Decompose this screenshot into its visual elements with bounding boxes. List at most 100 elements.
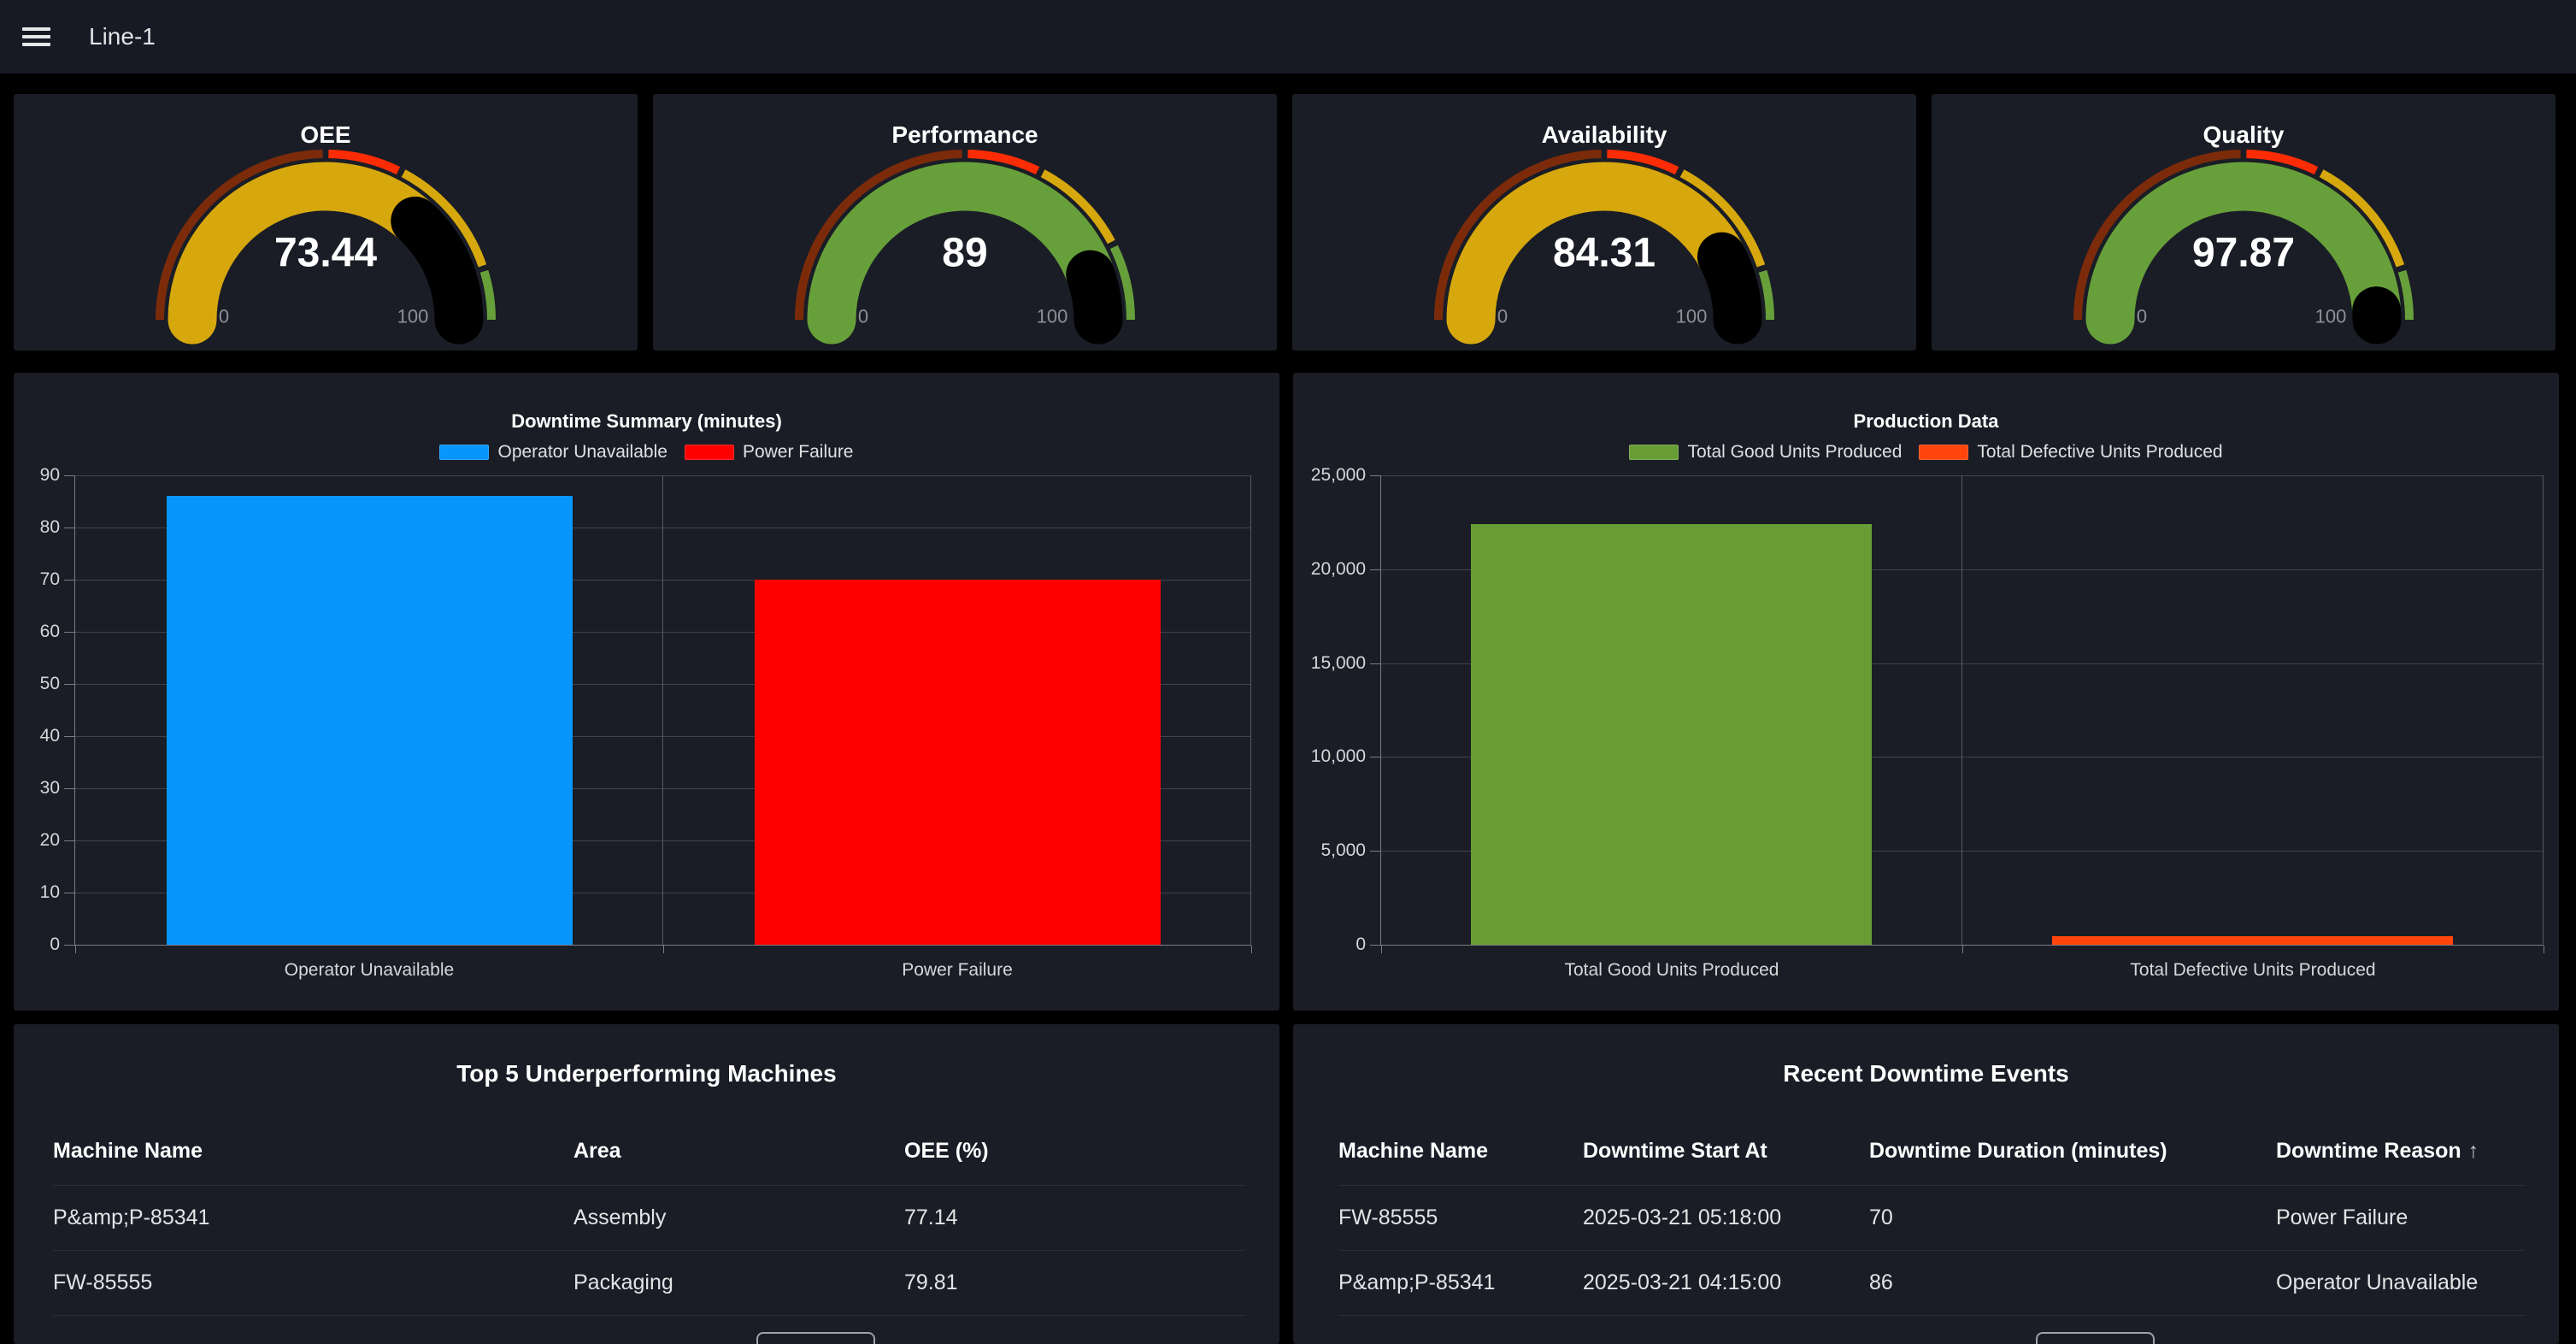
gauge-threshold-arc <box>479 269 496 321</box>
bar-operator-unavailable <box>167 496 573 945</box>
table-pagination-button[interactable] <box>2036 1332 2155 1344</box>
column-header-label: Area <box>573 1138 621 1163</box>
gauge-title: OEE <box>300 121 351 148</box>
gauge-max-label: 100 <box>1676 306 1708 327</box>
column-header-oee[interactable]: OEE (%) <box>904 1139 1245 1164</box>
gridline <box>75 475 1251 476</box>
y-axis-tick <box>1370 851 1380 852</box>
gauge-threshold-arc <box>1607 150 1679 175</box>
y-tick-label: 80 <box>39 517 60 537</box>
gauge-remainder-arc <box>1066 250 1123 345</box>
gauge-threshold-arc <box>1040 169 1115 245</box>
legend-item-total-good-units-produced[interactable]: Total Good Units Produced <box>1629 442 1902 463</box>
gridline <box>75 736 1251 737</box>
legend-swatch <box>1629 445 1679 460</box>
panel-quality: Quality 97.87 0 100 <box>1932 94 2555 351</box>
gauge-max-label: 100 <box>2315 306 2347 327</box>
dashboard-title: Line-1 <box>89 23 156 50</box>
plot-area: 0 10 20 30 40 50 60 70 80 90 Operator Unavailable P… <box>40 465 1252 980</box>
column-header-label: Downtime Reason <box>2276 1138 2461 1163</box>
table-cell: 2025-03-21 05:18:00 <box>1583 1205 1782 1229</box>
category-boundary-line <box>2543 475 2544 945</box>
y-axis-tick <box>64 945 74 946</box>
column-header-machine-name[interactable]: Machine Name <box>53 1139 573 1164</box>
column-header-label: Downtime Start At <box>1583 1138 1767 1163</box>
gauge-threshold-arc <box>1109 245 1135 321</box>
column-header-label: Machine Name <box>53 1138 203 1163</box>
gauge-threshold-arc <box>795 150 962 321</box>
table-cell: 86 <box>1869 1270 1893 1294</box>
gauge-title: Quality <box>2203 121 2285 148</box>
gauge-title: Performance <box>891 121 1038 148</box>
gridline <box>1381 569 2544 570</box>
column-header-downtime-start-at[interactable]: Downtime Start At <box>1583 1139 1869 1164</box>
x-axis-tick <box>75 946 76 953</box>
legend-item-total-defective-units-produced[interactable]: Total Defective Units Produced <box>1919 442 2223 463</box>
y-axis-tick <box>64 840 74 841</box>
x-category-label: Operator Unavailable <box>284 960 455 980</box>
x-axis-tick <box>663 946 664 953</box>
table-header-row: Machine Name Area OEE (%) <box>53 1117 1245 1186</box>
menu-hamburger-icon[interactable] <box>22 23 50 50</box>
gridline <box>1381 851 2544 852</box>
table-cell: Packaging <box>573 1270 673 1294</box>
x-axis-tick <box>1251 946 1252 953</box>
column-header-downtime-reason[interactable]: Downtime Reason ↑ <box>2276 1139 2525 1164</box>
gauge-threshold-arc <box>967 150 1040 175</box>
y-tick-label: 20,000 <box>1310 559 1366 579</box>
x-category-label: Total Good Units Produced <box>1564 960 1779 980</box>
table-cell: Assembly <box>573 1205 667 1229</box>
y-axis-tick <box>1370 663 1380 664</box>
bar-power-failure <box>755 580 1161 945</box>
x-axis-tick <box>1962 946 1963 953</box>
chart-title: Production Data <box>1853 410 1999 432</box>
gauge-threshold-arc <box>1679 169 1766 268</box>
y-tick-label: 25,000 <box>1310 465 1366 485</box>
y-tick-label: 0 <box>1356 934 1366 954</box>
legend-swatch <box>684 445 734 460</box>
table-cell: Power Failure <box>2276 1205 2408 1229</box>
gridline <box>75 684 1251 685</box>
legend-label: Total Good Units Produced <box>1687 442 1903 462</box>
panel-performance: Performance 89 0 100 <box>653 94 1277 351</box>
legend-item-power-failure[interactable]: Power Failure <box>684 442 854 463</box>
panel-oee: OEE 73.44 0 100 <box>14 94 638 351</box>
gauge-value-arc <box>168 162 440 345</box>
panel-recent-downtime-events: Recent Downtime Events Machine Name Downti… <box>1293 1024 2559 1344</box>
table-cell: 70 <box>1869 1205 1893 1229</box>
gauge-min-label: 0 <box>2137 306 2147 327</box>
table-row: FW-85555 Packaging 79.81 <box>53 1250 1245 1316</box>
chart-title: Downtime Summary (minutes) <box>511 410 782 432</box>
column-header-machine-name[interactable]: Machine Name <box>1338 1139 1583 1164</box>
table-cell: 2025-03-21 04:15:00 <box>1583 1270 1782 1294</box>
y-axis-tick <box>64 684 74 685</box>
y-axis-tick <box>1370 945 1380 946</box>
table-cell: P&amp;P-85341 <box>53 1205 210 1229</box>
table-pagination-button[interactable] <box>756 1332 875 1344</box>
sort-ascending-icon: ↑ <box>2467 1138 2479 1163</box>
table-cell: FW-85555 <box>1338 1205 1438 1229</box>
x-category-label: Power Failure <box>902 960 1013 980</box>
y-axis-tick <box>1370 475 1380 476</box>
gauge-value-arc <box>1446 162 1746 345</box>
gauge-max-label: 100 <box>1037 306 1068 327</box>
table-cell: P&amp;P-85341 <box>1338 1270 1496 1294</box>
category-boundary-line <box>1961 475 1962 945</box>
x-category-label: Total Defective Units Produced <box>2130 960 2376 980</box>
column-header-area[interactable]: Area <box>573 1139 904 1164</box>
gauge-threshold-arc <box>2246 150 2319 175</box>
y-tick-label: 60 <box>39 622 60 641</box>
y-tick-label: 15,000 <box>1310 653 1366 673</box>
gauge-max-label: 100 <box>397 306 429 327</box>
legend-item-operator-unavailable[interactable]: Operator Unavailable <box>439 442 668 463</box>
y-axis-tick <box>64 788 74 789</box>
y-tick-label: 90 <box>39 465 60 485</box>
gauge-threshold-arc <box>1758 269 1774 321</box>
gauge-min-label: 0 <box>219 306 229 327</box>
table-row: P&amp;P-85341 2025-03-21 04:15:00 86 Operat… <box>1338 1250 2525 1316</box>
category-boundary-line <box>1250 475 1251 945</box>
table-row: P&amp;P-85341 Assembly 77.14 <box>53 1185 1245 1251</box>
gauge-min-label: 0 <box>858 306 868 327</box>
gridline <box>1381 663 2544 664</box>
column-header-downtime-duration-minutes[interactable]: Downtime Duration (minutes) <box>1869 1139 2276 1164</box>
